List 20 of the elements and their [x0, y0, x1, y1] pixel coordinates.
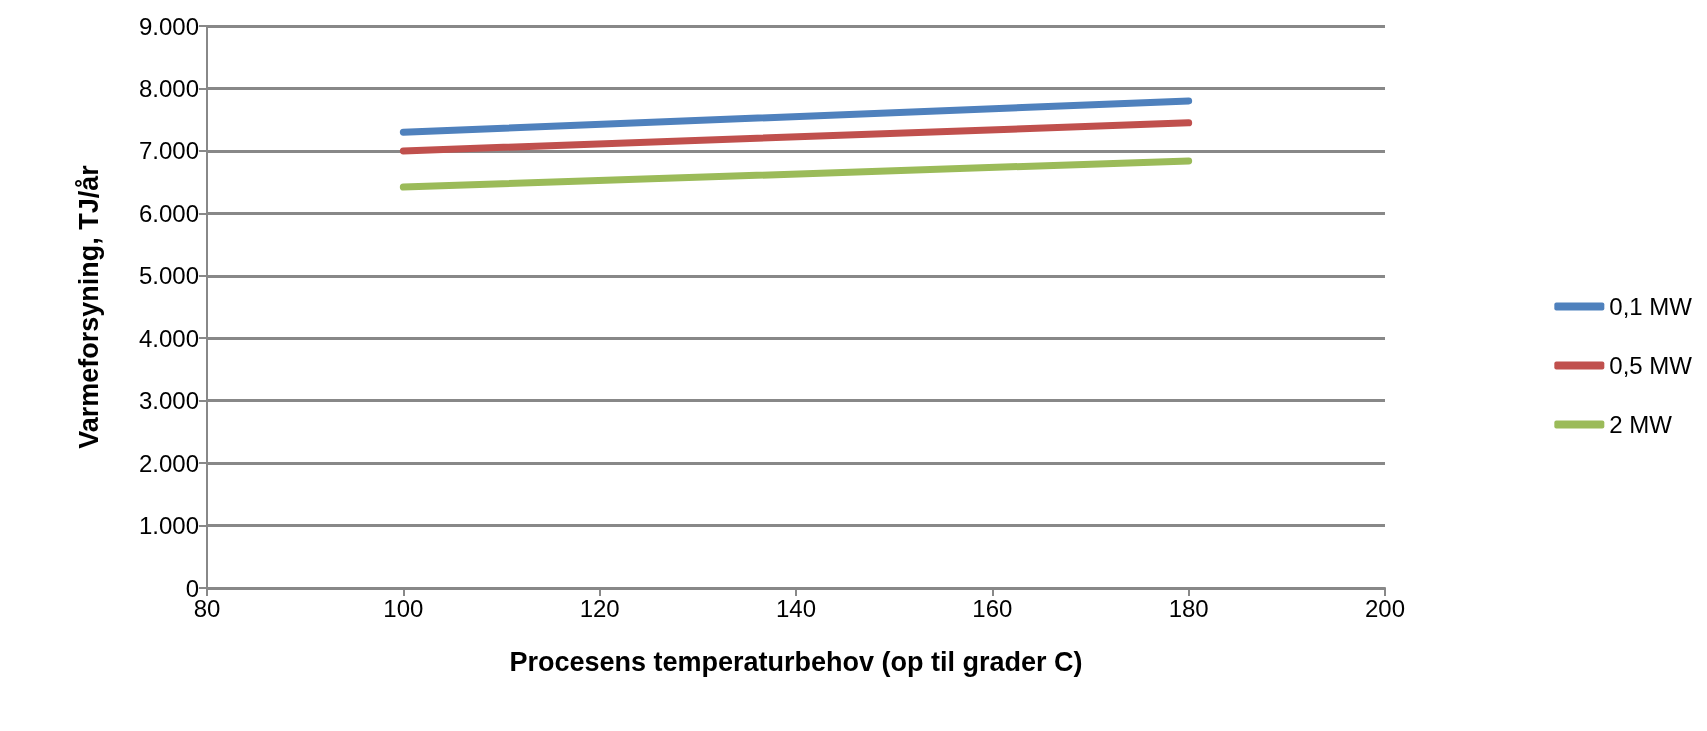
legend-label: 0,5 MW — [1609, 352, 1693, 379]
x-tick-label: 100 — [383, 594, 424, 622]
x-axis-title: Procesens temperaturbehov (op til grader C) — [509, 646, 1083, 677]
x-tick-label: 160 — [972, 594, 1013, 622]
y-tick-label: 1.000 — [138, 512, 199, 540]
y-tick-label: 9.000 — [138, 12, 199, 40]
x-tick-label: 180 — [1168, 594, 1209, 622]
y-tick-label: 5.000 — [138, 262, 199, 290]
y-tick-label: 4.000 — [138, 324, 199, 352]
y-axis-title: Varmeforsyning, TJ/år — [73, 164, 104, 449]
x-tick-label: 140 — [775, 594, 817, 622]
legend-label: 2 MW — [1609, 411, 1673, 438]
x-tick-label: 120 — [579, 594, 620, 622]
y-tick-label: 2.000 — [138, 449, 199, 477]
y-tick-label: 3.000 — [138, 387, 199, 415]
y-tick-label: 8.000 — [138, 74, 199, 102]
x-tick-label: 200 — [1364, 594, 1406, 622]
legend-label: 0,1 MW — [1609, 293, 1693, 320]
y-tick-label: 6.000 — [138, 199, 199, 227]
y-tick-label: 7.000 — [138, 137, 199, 165]
